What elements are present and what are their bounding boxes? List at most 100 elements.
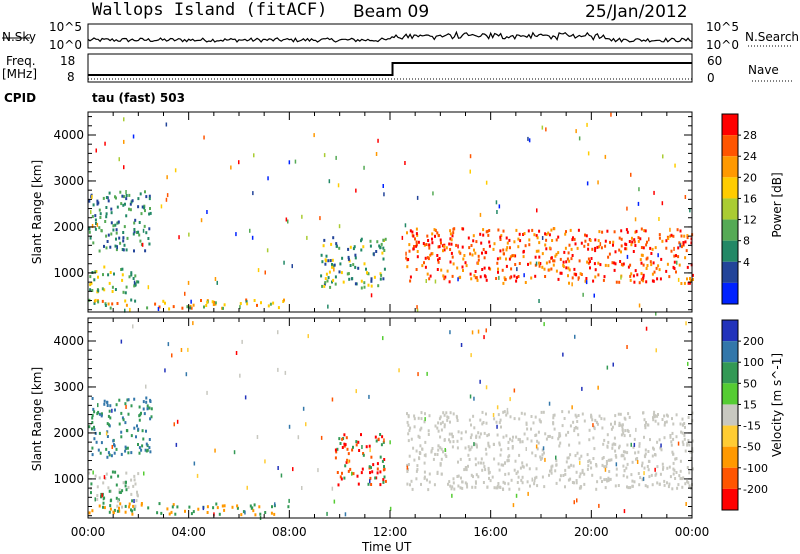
velocity-echo-cell xyxy=(572,464,575,468)
power-echo-cell xyxy=(474,251,477,255)
power-echo-cell xyxy=(414,237,416,241)
power-echo-cell xyxy=(612,240,615,244)
power-echo-cell xyxy=(102,273,104,277)
velocity-echo-cell xyxy=(500,463,503,467)
velocity-echo-cell xyxy=(406,482,409,486)
velocity-echo-cell xyxy=(415,469,418,473)
velocity-echo-cell xyxy=(607,458,610,462)
velocity-echo-cell xyxy=(138,405,141,409)
velocity-echo-cell xyxy=(368,465,371,469)
power-echo-cell xyxy=(246,302,249,306)
velocity-echo-cell xyxy=(657,422,660,426)
power-noise-cell xyxy=(577,276,580,281)
power-echo-cell xyxy=(413,245,415,248)
velocity-echo-cell xyxy=(516,481,519,484)
power-echo-cell xyxy=(541,252,544,256)
velocity-echo-cell xyxy=(497,462,500,466)
power-echo-cell xyxy=(547,231,550,235)
power-echo-cell xyxy=(509,255,512,259)
velocity-echo-cell xyxy=(138,418,141,422)
velocity-echo-cell xyxy=(509,415,512,419)
power-echo-cell xyxy=(97,275,99,279)
velocity-noise-cell xyxy=(677,441,680,446)
velocity-echo-cell xyxy=(475,481,477,485)
power-echo-cell xyxy=(585,234,588,238)
power-echo-cell xyxy=(94,218,97,222)
velocity-echo-cell xyxy=(638,444,641,448)
velocity-echo-cell xyxy=(682,443,685,447)
velocity-echo-cell xyxy=(551,436,554,440)
power-echo-cell xyxy=(119,190,122,194)
velocity-echo-cell xyxy=(605,478,608,481)
velocity-echo-cell xyxy=(625,466,628,470)
velocity-echo-cell xyxy=(463,468,466,472)
power-echo-cell xyxy=(613,268,616,272)
power-echo-cell xyxy=(669,234,672,238)
velocity-echo-cell xyxy=(98,504,101,508)
velocity-echo-cell xyxy=(596,422,599,426)
velocity-noise-cell xyxy=(660,443,662,448)
velocity-echo-cell xyxy=(124,445,127,449)
velocity-echo-cell xyxy=(456,419,459,422)
velocity-echo-cell xyxy=(100,441,103,445)
power-noise-cell xyxy=(582,292,584,297)
power-echo-cell xyxy=(378,244,381,248)
power-echo-cell xyxy=(146,306,149,310)
velocity-noise-cell xyxy=(509,397,511,402)
power-noise-cell xyxy=(184,291,186,296)
velocity-noise-cell xyxy=(185,372,188,377)
power-echo-cell xyxy=(574,242,577,246)
velocity-noise-cell xyxy=(214,448,216,453)
velocity-echo-cell xyxy=(633,437,636,441)
velocity-colorbar-segment xyxy=(722,320,738,342)
power-echo-cell xyxy=(541,265,544,269)
velocity-echo-cell xyxy=(109,404,112,408)
velocity-noise-cell xyxy=(317,468,319,473)
velocity-echo-cell xyxy=(627,486,630,490)
velocity-echo-cell xyxy=(475,443,478,447)
power-echo-cell xyxy=(428,277,431,281)
velocity-echo-cell xyxy=(119,491,122,494)
power-echo-cell xyxy=(442,274,445,278)
velocity-echo-cell xyxy=(643,418,646,422)
velocity-echo-cell xyxy=(88,511,91,515)
power-echo-cell xyxy=(656,277,659,281)
velocity-echo-cell xyxy=(654,419,657,423)
velocity-echo-cell xyxy=(631,484,634,488)
velocity-echo-cell xyxy=(126,446,129,450)
power-echo-cell xyxy=(472,234,475,238)
velocity-echo-cell xyxy=(645,421,647,424)
velocity-echo-cell xyxy=(592,457,595,460)
velocity-y-tick-label: 1000 xyxy=(53,472,84,486)
power-echo-cell xyxy=(607,255,610,259)
power-noise-cell xyxy=(496,210,498,214)
power-echo-cell xyxy=(90,281,93,285)
velocity-echo-cell xyxy=(345,460,348,464)
power-echo-cell xyxy=(412,234,415,238)
power-echo-cell xyxy=(422,242,425,245)
velocity-echo-cell xyxy=(118,488,121,492)
velocity-echo-cell xyxy=(347,452,350,456)
power-echo-cell xyxy=(515,228,518,232)
power-echo-cell xyxy=(415,244,418,248)
power-echo-cell xyxy=(511,254,514,258)
power-colorbar-segment xyxy=(722,282,738,304)
velocity-echo-cell xyxy=(579,472,582,476)
power-echo-cell xyxy=(473,248,475,252)
velocity-echo-cell xyxy=(117,474,120,478)
velocity-echo-cell xyxy=(553,413,556,417)
velocity-echo-cell xyxy=(100,412,103,416)
power-echo-cell xyxy=(571,276,574,280)
power-noise-cell xyxy=(485,180,488,185)
velocity-echo-cell xyxy=(375,439,378,443)
power-noise-cell xyxy=(370,293,373,298)
velocity-echo-cell xyxy=(420,426,423,430)
power-noise-cell xyxy=(587,151,590,156)
velocity-echo-cell xyxy=(660,448,663,452)
power-echo-cell xyxy=(439,238,442,242)
velocity-echo-cell xyxy=(456,439,459,443)
velocity-echo-cell xyxy=(663,479,666,483)
power-echo-cell xyxy=(527,262,529,266)
velocity-noise-cell xyxy=(297,435,300,440)
velocity-echo-cell xyxy=(423,420,426,424)
